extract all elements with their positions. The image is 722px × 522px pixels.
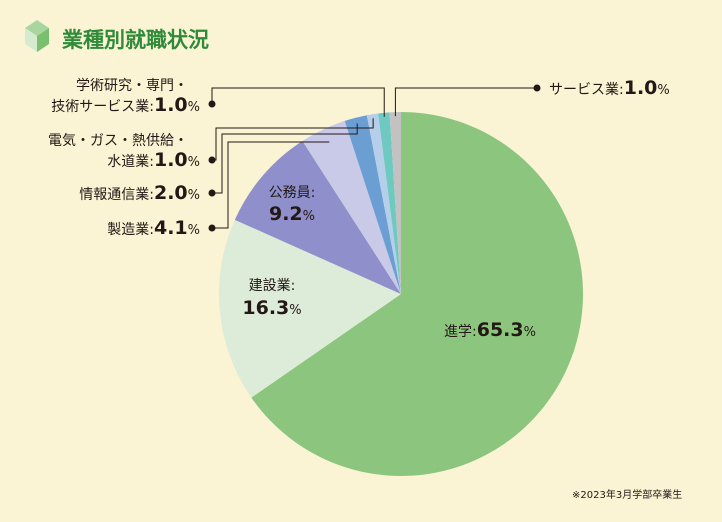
leader-7-dot — [533, 84, 541, 92]
slice-label-0: 進学:65.3% — [444, 319, 536, 341]
slice-label-7: サービス業:1.0% — [549, 77, 670, 99]
pie-slice-4 — [344, 115, 401, 294]
pie-slice-5 — [366, 113, 401, 294]
leader-5-dot — [208, 156, 216, 164]
slice-label-6-line1: 学術研究・専門・ — [76, 78, 188, 94]
slice-label-6-line2: 技術サービス業:1.0% — [51, 94, 200, 116]
leader-3-dot — [208, 224, 216, 232]
pie-slices — [218, 112, 583, 476]
footnote: ※2023年3月学部卒業生 — [572, 488, 682, 501]
slice-label-2-name: 公務員: — [269, 185, 316, 201]
title-logo-icon — [25, 20, 49, 52]
pie-slice-3 — [302, 120, 401, 295]
leader-lines — [208, 84, 541, 232]
pie-slice-0 — [251, 112, 583, 476]
pie-slice-1 — [218, 219, 401, 398]
slice-labels: 進学:65.3% 建設業: 16.3% 公務員: 9.2% 製造業:4.1% 情報通信業:2… — [48, 77, 670, 341]
pie-slice-2 — [234, 141, 401, 294]
leader-6 — [211, 87, 385, 117]
leader-4-dot — [208, 189, 216, 197]
leader-7 — [394, 87, 537, 117]
slice-label-1-name: 建設業: — [249, 278, 296, 294]
leader-3 — [212, 141, 330, 229]
slice-label-4: 情報通信業:2.0% — [79, 182, 200, 204]
chart-title: 業種別就職状況 — [62, 28, 209, 52]
slice-label-3: 製造業:4.1% — [107, 217, 200, 239]
slice-label-5-line2: 水道業:1.0% — [107, 149, 200, 171]
leader-6-dot — [208, 100, 216, 108]
slice-label-1-value: 16.3% — [242, 297, 301, 319]
slice-label-2-value: 9.2% — [269, 203, 315, 225]
leader-4 — [212, 123, 358, 194]
pie-slice-6 — [378, 112, 401, 294]
slice-label-5-line1: 電気・ガス・熱供給・ — [48, 133, 188, 149]
pie-slice-7 — [389, 112, 401, 294]
